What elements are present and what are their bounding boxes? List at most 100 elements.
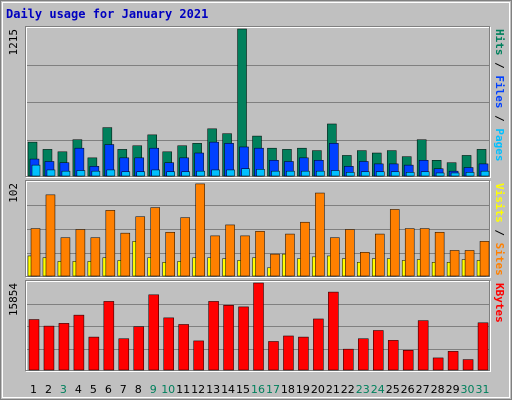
sites-bar bbox=[225, 224, 235, 277]
sites-bar bbox=[315, 192, 325, 277]
kbytes-bar bbox=[268, 341, 279, 371]
kbytes-bar bbox=[373, 330, 384, 371]
day-label: 6 bbox=[105, 383, 112, 396]
kbytes-bar bbox=[387, 340, 399, 371]
sites-bar bbox=[60, 237, 71, 277]
hits-panel-legend: Hits / Files / Pages bbox=[493, 29, 506, 162]
pages-bar bbox=[136, 171, 146, 177]
kbytes-panel-legend: KBytes bbox=[493, 283, 506, 323]
kbytes-bar bbox=[283, 335, 294, 371]
day-label: 27 bbox=[416, 383, 430, 396]
kbytes-bar bbox=[253, 282, 264, 371]
kbytes-bar bbox=[477, 322, 489, 371]
kbytes-panel-frame-highlight bbox=[26, 281, 491, 372]
pages-bar bbox=[450, 172, 460, 177]
pages-bar bbox=[226, 169, 235, 177]
sites-bar bbox=[345, 229, 355, 277]
day-label: 20 bbox=[311, 383, 325, 396]
hits-panel-frame-highlight bbox=[26, 27, 491, 178]
sites-bar bbox=[90, 237, 101, 277]
kbytes-bar bbox=[43, 325, 55, 371]
pages-bar bbox=[46, 169, 56, 177]
pages-bar bbox=[151, 169, 160, 177]
day-label: 8 bbox=[135, 383, 142, 396]
pages-bar bbox=[420, 171, 430, 177]
day-label: 10 bbox=[161, 383, 175, 396]
day-label: 31 bbox=[476, 383, 490, 396]
day-label: 17 bbox=[266, 383, 280, 396]
legend-entry: Pages bbox=[493, 128, 506, 161]
legend-separator: / bbox=[493, 109, 506, 129]
sites-bar bbox=[270, 253, 280, 277]
kbytes-bar bbox=[148, 294, 159, 371]
day-label: 13 bbox=[206, 383, 220, 396]
sites-bar bbox=[479, 241, 490, 277]
visits-panel-legend: Visits / Sites bbox=[493, 183, 506, 276]
pages-bar bbox=[256, 169, 265, 177]
kbytes-bar bbox=[432, 357, 444, 371]
chart-title: Daily usage for January 2021 bbox=[6, 7, 209, 21]
sites-bar bbox=[150, 207, 160, 277]
sites-bar bbox=[30, 228, 41, 277]
pages-bar bbox=[76, 170, 86, 177]
kbytes-bar bbox=[58, 323, 70, 371]
pages-bar bbox=[390, 171, 400, 177]
day-label: 3 bbox=[60, 383, 67, 396]
kbytes-bar bbox=[103, 301, 115, 371]
day-label: 25 bbox=[386, 383, 400, 396]
kbytes-bar bbox=[163, 317, 174, 371]
day-label: 14 bbox=[221, 383, 235, 396]
kbytes-bar bbox=[88, 336, 100, 371]
kbytes-bar bbox=[208, 301, 219, 371]
pages-bar bbox=[31, 164, 41, 177]
sites-bar bbox=[120, 232, 131, 277]
pages-bar bbox=[405, 172, 415, 177]
legend-separator: / bbox=[493, 56, 506, 76]
sites-bar bbox=[135, 216, 146, 277]
pages-bar bbox=[61, 170, 71, 177]
visits-panel-frame-border bbox=[25, 180, 490, 277]
kbytes-panel-frame-border bbox=[25, 280, 490, 371]
pages-bar bbox=[211, 169, 220, 177]
day-label: 18 bbox=[281, 383, 295, 396]
sites-bar bbox=[45, 194, 56, 277]
kbytes-panel-max-label: 15854 bbox=[7, 283, 20, 316]
sites-bar bbox=[434, 231, 445, 277]
pages-bar bbox=[376, 171, 385, 177]
kbytes-bar bbox=[238, 306, 249, 371]
day-label: 19 bbox=[296, 383, 310, 396]
day-label: 16 bbox=[251, 383, 265, 396]
day-label: 1 bbox=[30, 383, 37, 396]
legend-separator: / bbox=[493, 223, 506, 243]
kbytes-bar bbox=[328, 291, 339, 371]
day-label: 7 bbox=[120, 383, 127, 396]
sites-bar bbox=[449, 250, 460, 277]
sites-bar bbox=[360, 252, 370, 277]
sites-bar bbox=[419, 228, 430, 277]
kbytes-bar bbox=[313, 318, 324, 371]
day-label: 5 bbox=[90, 383, 97, 396]
kbytes-bar bbox=[133, 326, 145, 371]
sites-bar bbox=[210, 235, 220, 277]
pages-bar bbox=[331, 170, 340, 177]
day-label: 15 bbox=[236, 383, 250, 396]
sites-bar bbox=[404, 228, 415, 277]
kbytes-bar bbox=[343, 348, 354, 371]
day-label: 24 bbox=[371, 383, 385, 396]
legend-entry: KBytes bbox=[493, 283, 506, 323]
pages-bar bbox=[271, 170, 280, 177]
kbytes-bar bbox=[417, 320, 429, 371]
day-label: 22 bbox=[341, 383, 355, 396]
kbytes-bar bbox=[298, 336, 309, 371]
pages-bar bbox=[435, 172, 445, 177]
day-label: 21 bbox=[326, 383, 340, 396]
pages-bar bbox=[121, 171, 131, 177]
legend-entry: Hits bbox=[493, 29, 506, 56]
hits-panel-frame-border bbox=[25, 26, 490, 177]
sites-bar bbox=[195, 183, 205, 277]
legend-entry: Visits bbox=[493, 183, 506, 223]
pages-bar bbox=[286, 170, 295, 177]
pages-bar bbox=[346, 172, 355, 177]
